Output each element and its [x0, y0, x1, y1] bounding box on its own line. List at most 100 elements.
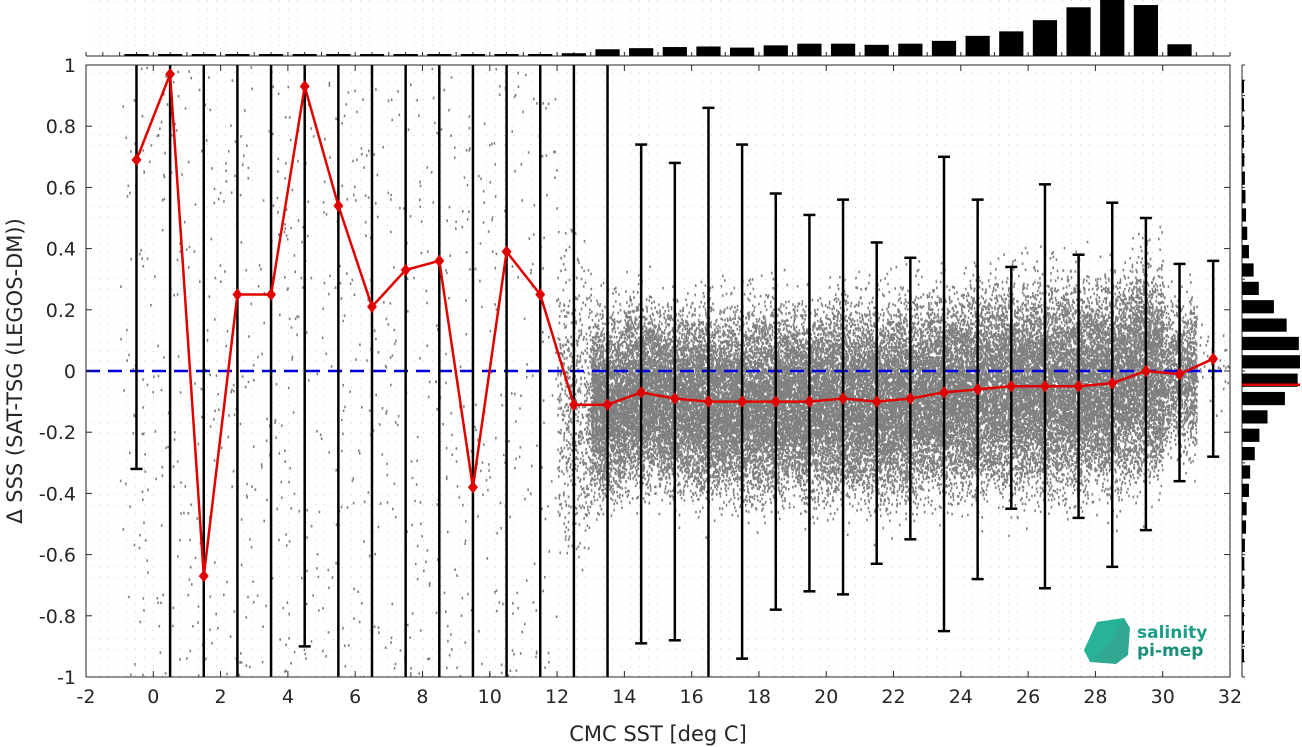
right-histogram-bar	[1242, 593, 1244, 608]
x-axis-title: CMC SST [deg C]	[569, 722, 747, 746]
mean-marker	[804, 395, 815, 408]
x-tick-label: 6	[349, 686, 361, 708]
mean-marker	[939, 386, 949, 399]
mean-marker	[131, 153, 142, 167]
y-tick-label: 0.6	[46, 177, 76, 199]
y-tick-label: -0.8	[39, 606, 76, 628]
right-histogram-bar	[1242, 428, 1260, 442]
right-histogram-bar	[1242, 391, 1285, 406]
top-histogram-bar	[830, 43, 856, 56]
x-tick-label: 26	[1016, 686, 1040, 708]
mean-marker	[838, 392, 849, 405]
x-tick-label: 2	[215, 686, 227, 708]
mean-marker	[1107, 377, 1118, 390]
mean-marker	[299, 80, 310, 93]
mean-marker	[1174, 367, 1185, 381]
x-tick-label: 4	[282, 686, 294, 708]
top-histogram-bar	[696, 46, 721, 56]
top-histogram-panel	[85, 0, 1231, 57]
top-histogram-bar	[999, 31, 1024, 56]
right-histogram-bar	[1242, 245, 1249, 259]
top-histogram-bar	[1100, 0, 1125, 56]
top-histogram-bar	[595, 49, 620, 56]
x-tick-label: -2	[77, 686, 96, 708]
top-histogram-bar	[292, 54, 317, 56]
top-histogram-bar	[427, 54, 452, 56]
x-tick-label: 16	[680, 686, 704, 708]
top-histogram-bar	[494, 54, 519, 56]
top-histogram-bar	[258, 54, 284, 56]
mean-marker	[198, 569, 209, 583]
mean-marker	[703, 395, 714, 408]
x-tick-label: 28	[1083, 686, 1107, 708]
mean-marker	[669, 392, 680, 405]
right-histogram-bar	[1242, 263, 1254, 277]
right-histogram-bar	[1242, 153, 1245, 167]
y-tick-label: -1	[57, 667, 76, 689]
main-scatter-panel: -2 0 2 4 6 8 10 12 14 16 18 20 22 24 26 28 30 32 -1-0.8-0…	[39, 55, 1242, 708]
top-histogram-bar	[629, 48, 654, 56]
x-tick-label: 22	[881, 686, 905, 708]
top-histogram-bar	[1066, 7, 1091, 57]
y-tick-label: -0.6	[39, 545, 76, 567]
right-histogram-bar	[1242, 226, 1248, 240]
top-histogram-bar	[1167, 44, 1192, 56]
mean-marker	[770, 395, 781, 408]
y-tick-label: 0.2	[46, 300, 76, 322]
x-tick-label: 24	[949, 686, 973, 708]
top-histogram-bar	[158, 54, 183, 56]
right-histogram-bar	[1242, 281, 1259, 295]
mean-marker	[434, 254, 445, 268]
mean-marker	[568, 398, 579, 411]
top-histogram-bar	[326, 54, 351, 56]
right-histogram-panel	[1241, 64, 1300, 678]
top-histogram-bar	[797, 43, 822, 56]
mean-marker	[266, 288, 277, 301]
x-tick-label: 8	[416, 686, 428, 708]
right-histogram-bar	[1242, 134, 1244, 149]
top-histogram-bar	[393, 54, 418, 56]
mean-marker	[367, 300, 377, 313]
mean-marker	[1006, 380, 1017, 393]
right-histogram-bar	[1242, 630, 1244, 644]
x-tick-label: 20	[814, 686, 838, 708]
top-histogram-bar	[359, 54, 385, 56]
right-histogram-bar	[1242, 502, 1247, 516]
mean-marker	[1073, 380, 1084, 393]
right-histogram-bar	[1242, 300, 1274, 314]
logo-line2: pi-mep	[1137, 641, 1203, 661]
y-tick-label: 0	[64, 361, 76, 383]
y-tick-label: -0.2	[39, 422, 76, 444]
top-histogram-bar	[528, 54, 553, 56]
right-histogram-bar	[1242, 208, 1247, 222]
mean-marker	[602, 398, 613, 411]
mean-marker	[636, 386, 647, 399]
salinity-pi-mep-logo: salinity pi-mep	[1084, 618, 1207, 664]
right-histogram-bar	[1242, 447, 1255, 461]
right-histogram-bar	[1242, 98, 1244, 112]
right-histogram-bar	[1242, 116, 1244, 130]
right-histogram-bar	[1242, 373, 1298, 387]
x-tick-label: 32	[1218, 686, 1242, 708]
right-histogram-bar	[1242, 612, 1244, 626]
x-tick-label: 12	[545, 686, 569, 708]
x-tick-label: 18	[747, 686, 771, 708]
mean-marker	[165, 67, 176, 81]
y-tick-label: 1	[64, 55, 76, 77]
mean-marker	[737, 395, 748, 408]
top-histogram-bar	[730, 47, 755, 56]
x-tick-label: 0	[147, 686, 159, 708]
right-histogram-bar	[1242, 189, 1246, 204]
right-histogram-bar	[1242, 336, 1299, 351]
x-tick-label: 30	[1151, 686, 1175, 708]
mean-marker	[400, 263, 411, 277]
right-histogram-bar	[1242, 557, 1245, 571]
mean-marker	[333, 199, 344, 212]
top-histogram-bar	[225, 54, 250, 56]
right-histogram-bar	[1242, 538, 1245, 553]
mean-marker	[1039, 380, 1050, 393]
right-histogram-bar	[1242, 318, 1287, 332]
top-histogram-bar	[965, 35, 990, 56]
mean-marker	[535, 288, 546, 301]
